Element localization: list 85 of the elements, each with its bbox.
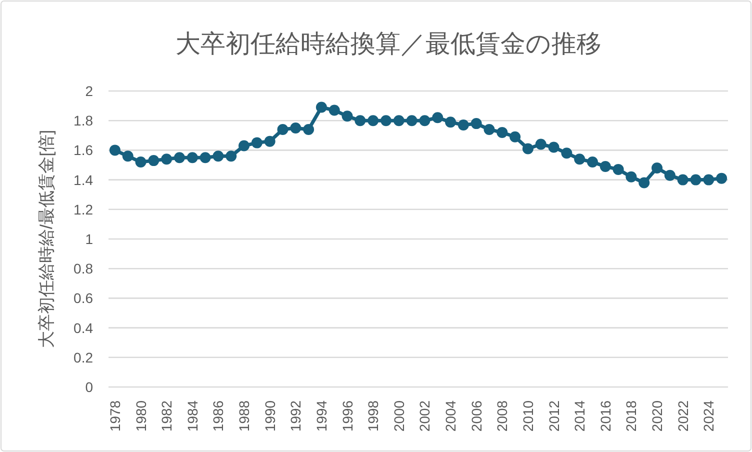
point — [574, 154, 586, 165]
point — [612, 164, 624, 175]
point — [406, 115, 418, 126]
point — [586, 156, 598, 168]
y-tick-label: 0 — [85, 379, 94, 395]
point — [626, 171, 637, 182]
point — [561, 148, 572, 159]
point — [148, 155, 160, 166]
point — [290, 122, 302, 134]
x-tick-label: 2006 — [468, 400, 484, 432]
point — [445, 116, 456, 128]
x-tick-label: 1998 — [365, 400, 382, 432]
point — [264, 136, 276, 147]
y-tick-label: 0.4 — [74, 320, 94, 336]
point — [186, 152, 198, 164]
point — [393, 115, 404, 126]
point — [690, 174, 702, 186]
y-tick-label: 1 — [85, 231, 94, 247]
y-tick-label: 1.4 — [74, 172, 94, 188]
point — [600, 160, 611, 172]
point — [432, 112, 444, 124]
x-tick-label: 2014 — [572, 400, 588, 432]
title: 大卒初任給時給換算／最低賃金の推移 — [175, 30, 602, 58]
point — [135, 156, 146, 168]
point — [122, 150, 134, 162]
point — [161, 154, 172, 165]
x-tick-label: 1996 — [339, 400, 356, 432]
point — [703, 174, 714, 186]
x-tick-label: 1990 — [262, 400, 278, 432]
x-tick-label: 1994 — [313, 400, 330, 432]
point — [470, 118, 482, 130]
point — [277, 124, 288, 135]
point — [535, 138, 546, 150]
point — [212, 150, 224, 162]
point — [419, 115, 430, 126]
point — [677, 174, 688, 186]
x-tick-label: 2016 — [597, 400, 614, 432]
x-tick-label: 2004 — [442, 400, 459, 432]
x-tick-label: 1982 — [158, 400, 175, 432]
point — [496, 126, 508, 138]
point — [664, 170, 676, 181]
y-tick-label: 0.8 — [74, 260, 94, 277]
point — [238, 140, 250, 152]
point — [716, 172, 728, 184]
x-tick-label: 2020 — [649, 400, 666, 432]
point — [109, 144, 120, 156]
point — [368, 115, 379, 126]
point — [458, 120, 469, 131]
x-tick-label: 2022 — [674, 400, 691, 432]
point — [354, 115, 366, 126]
point — [652, 162, 663, 174]
x-tick-label: 1988 — [236, 400, 252, 432]
x-tick-label: 1980 — [132, 400, 149, 432]
x-tick-label: 2010 — [520, 400, 536, 432]
x-tick-label: 2024 — [700, 400, 717, 432]
y-tick-label: 1.8 — [74, 112, 94, 129]
x-tick-label: 2000 — [390, 400, 407, 432]
x-tick-label: 1978 — [106, 400, 123, 432]
point — [174, 152, 185, 164]
x-tick-label: 1984 — [184, 400, 200, 432]
point — [548, 142, 560, 153]
point — [200, 152, 211, 164]
point — [380, 115, 392, 126]
point — [251, 137, 262, 148]
x-tick-label: 2012 — [546, 400, 562, 432]
point — [316, 102, 327, 113]
point — [484, 124, 495, 135]
x-tick-label: 2018 — [623, 400, 640, 432]
y-tick-label: 0.2 — [74, 349, 94, 366]
point — [303, 124, 314, 135]
x-tick-label: 1986 — [210, 400, 226, 432]
x-tick-label: 1992 — [288, 400, 304, 432]
point — [226, 150, 237, 162]
point — [638, 177, 650, 188]
y-tick-label: 2 — [85, 83, 94, 99]
x-tick-label: 2008 — [494, 400, 510, 432]
y-tick-label: 1.2 — [74, 201, 94, 218]
y-tick-label: 1.6 — [74, 142, 94, 158]
x-tick-label: 2002 — [416, 400, 433, 432]
point — [522, 143, 534, 154]
point — [342, 110, 353, 122]
point — [328, 104, 340, 116]
y-axis-title: 大卒初任給時給/最低賃金[倍] — [37, 130, 56, 348]
y-tick-label: 0.6 — [74, 290, 94, 306]
point — [510, 131, 521, 142]
